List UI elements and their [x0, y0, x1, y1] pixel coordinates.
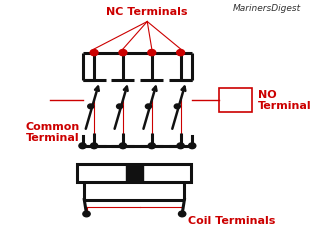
Circle shape — [83, 211, 90, 217]
Text: NC Terminals: NC Terminals — [107, 7, 188, 17]
Circle shape — [90, 49, 98, 56]
Circle shape — [91, 143, 98, 149]
Circle shape — [88, 104, 94, 109]
Circle shape — [174, 104, 180, 109]
Bar — [126, 164, 143, 182]
Circle shape — [119, 143, 127, 149]
Bar — [219, 88, 252, 112]
Text: Coil Terminals: Coil Terminals — [188, 216, 276, 226]
Text: MarinersDigest: MarinersDigest — [232, 4, 300, 13]
Circle shape — [177, 49, 185, 56]
Circle shape — [177, 143, 184, 149]
Bar — [77, 164, 191, 182]
Circle shape — [188, 143, 196, 149]
Circle shape — [148, 49, 156, 56]
Circle shape — [119, 49, 127, 56]
Text: Common
Terminal: Common Terminal — [26, 122, 80, 143]
Circle shape — [148, 143, 156, 149]
Circle shape — [179, 211, 186, 217]
Circle shape — [79, 143, 86, 149]
Circle shape — [116, 104, 123, 109]
Circle shape — [145, 104, 151, 109]
Text: NO
Terminal: NO Terminal — [258, 90, 312, 111]
